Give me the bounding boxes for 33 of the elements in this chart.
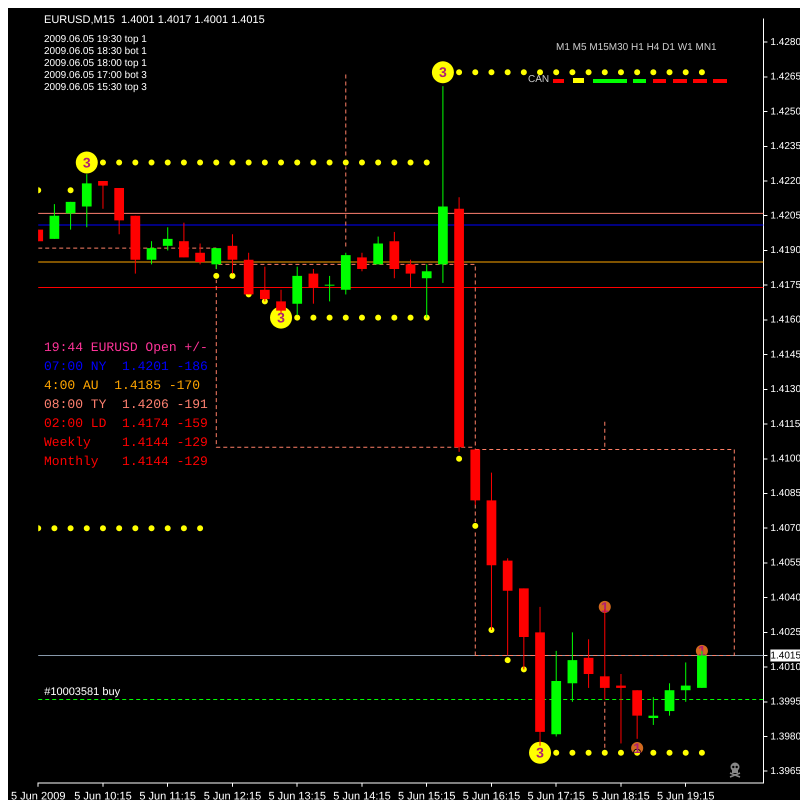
annotation: 2009.06.05 18:30 bot 1 xyxy=(44,46,147,58)
annotation: 1 xyxy=(600,598,609,615)
annotation: 07:00 NY 1.4201 -186 xyxy=(44,358,208,376)
x-tick-label: 5 Jun 2009 xyxy=(11,790,66,800)
annotation: 3 xyxy=(277,309,286,326)
x-tick-label: 5 Jun 19:15 xyxy=(656,790,714,800)
x-tick-label: 5 Jun 16:15 xyxy=(462,790,520,800)
x-tick-label: 5 Jun 13:15 xyxy=(268,790,326,800)
annotation: 2009.06.05 15:30 top 3 xyxy=(44,82,147,94)
x-tick-label: 5 Jun 11:15 xyxy=(139,790,196,800)
x-tick-label: 5 Jun 12:15 xyxy=(204,790,262,800)
annotation: 2009.06.05 18:00 top 1 xyxy=(44,58,147,70)
annotation: Monthly 1.4144 -129 xyxy=(44,453,208,471)
annotation: M1 M5 M15M30 H1 H4 D1 W1 MN1 xyxy=(556,42,717,53)
annotation: CAN xyxy=(528,74,550,85)
x-tick-label: 5 Jun 17:15 xyxy=(527,790,585,800)
annotation: Weekly 1.4144 -129 xyxy=(44,434,208,452)
annotation: 02:00 LD 1.4174 -159 xyxy=(44,415,208,433)
annotation: 08:00 TY 1.4206 -191 xyxy=(44,396,208,414)
annotation: 3 xyxy=(536,744,544,761)
x-tick-label: 5 Jun 10:15 xyxy=(74,790,132,800)
ref-line-label: #10003581 buy xyxy=(44,686,121,698)
y-tick-label: 1.4115 xyxy=(770,418,800,430)
annotation: 2009.06.05 19:30 top 1 xyxy=(44,34,147,46)
annotation: 3 xyxy=(439,64,448,80)
annotation: 3 xyxy=(82,154,91,170)
x-tick-label: 5 Jun 14:15 xyxy=(333,790,391,800)
x-tick-label: 5 Jun 15:15 xyxy=(398,790,456,800)
annotation: 19:44 EURUSD Open +/- xyxy=(44,339,208,357)
annotation: 4:00 AU 1.4185 -170 xyxy=(44,377,202,395)
annotation: 2009.06.05 17:00 bot 3 xyxy=(44,70,147,82)
x-tick-label: 5 Jun 18:15 xyxy=(592,790,650,800)
chart-title: EURUSD,M15 1.4001 1.4017 1.4001 1.4015 xyxy=(44,14,265,26)
